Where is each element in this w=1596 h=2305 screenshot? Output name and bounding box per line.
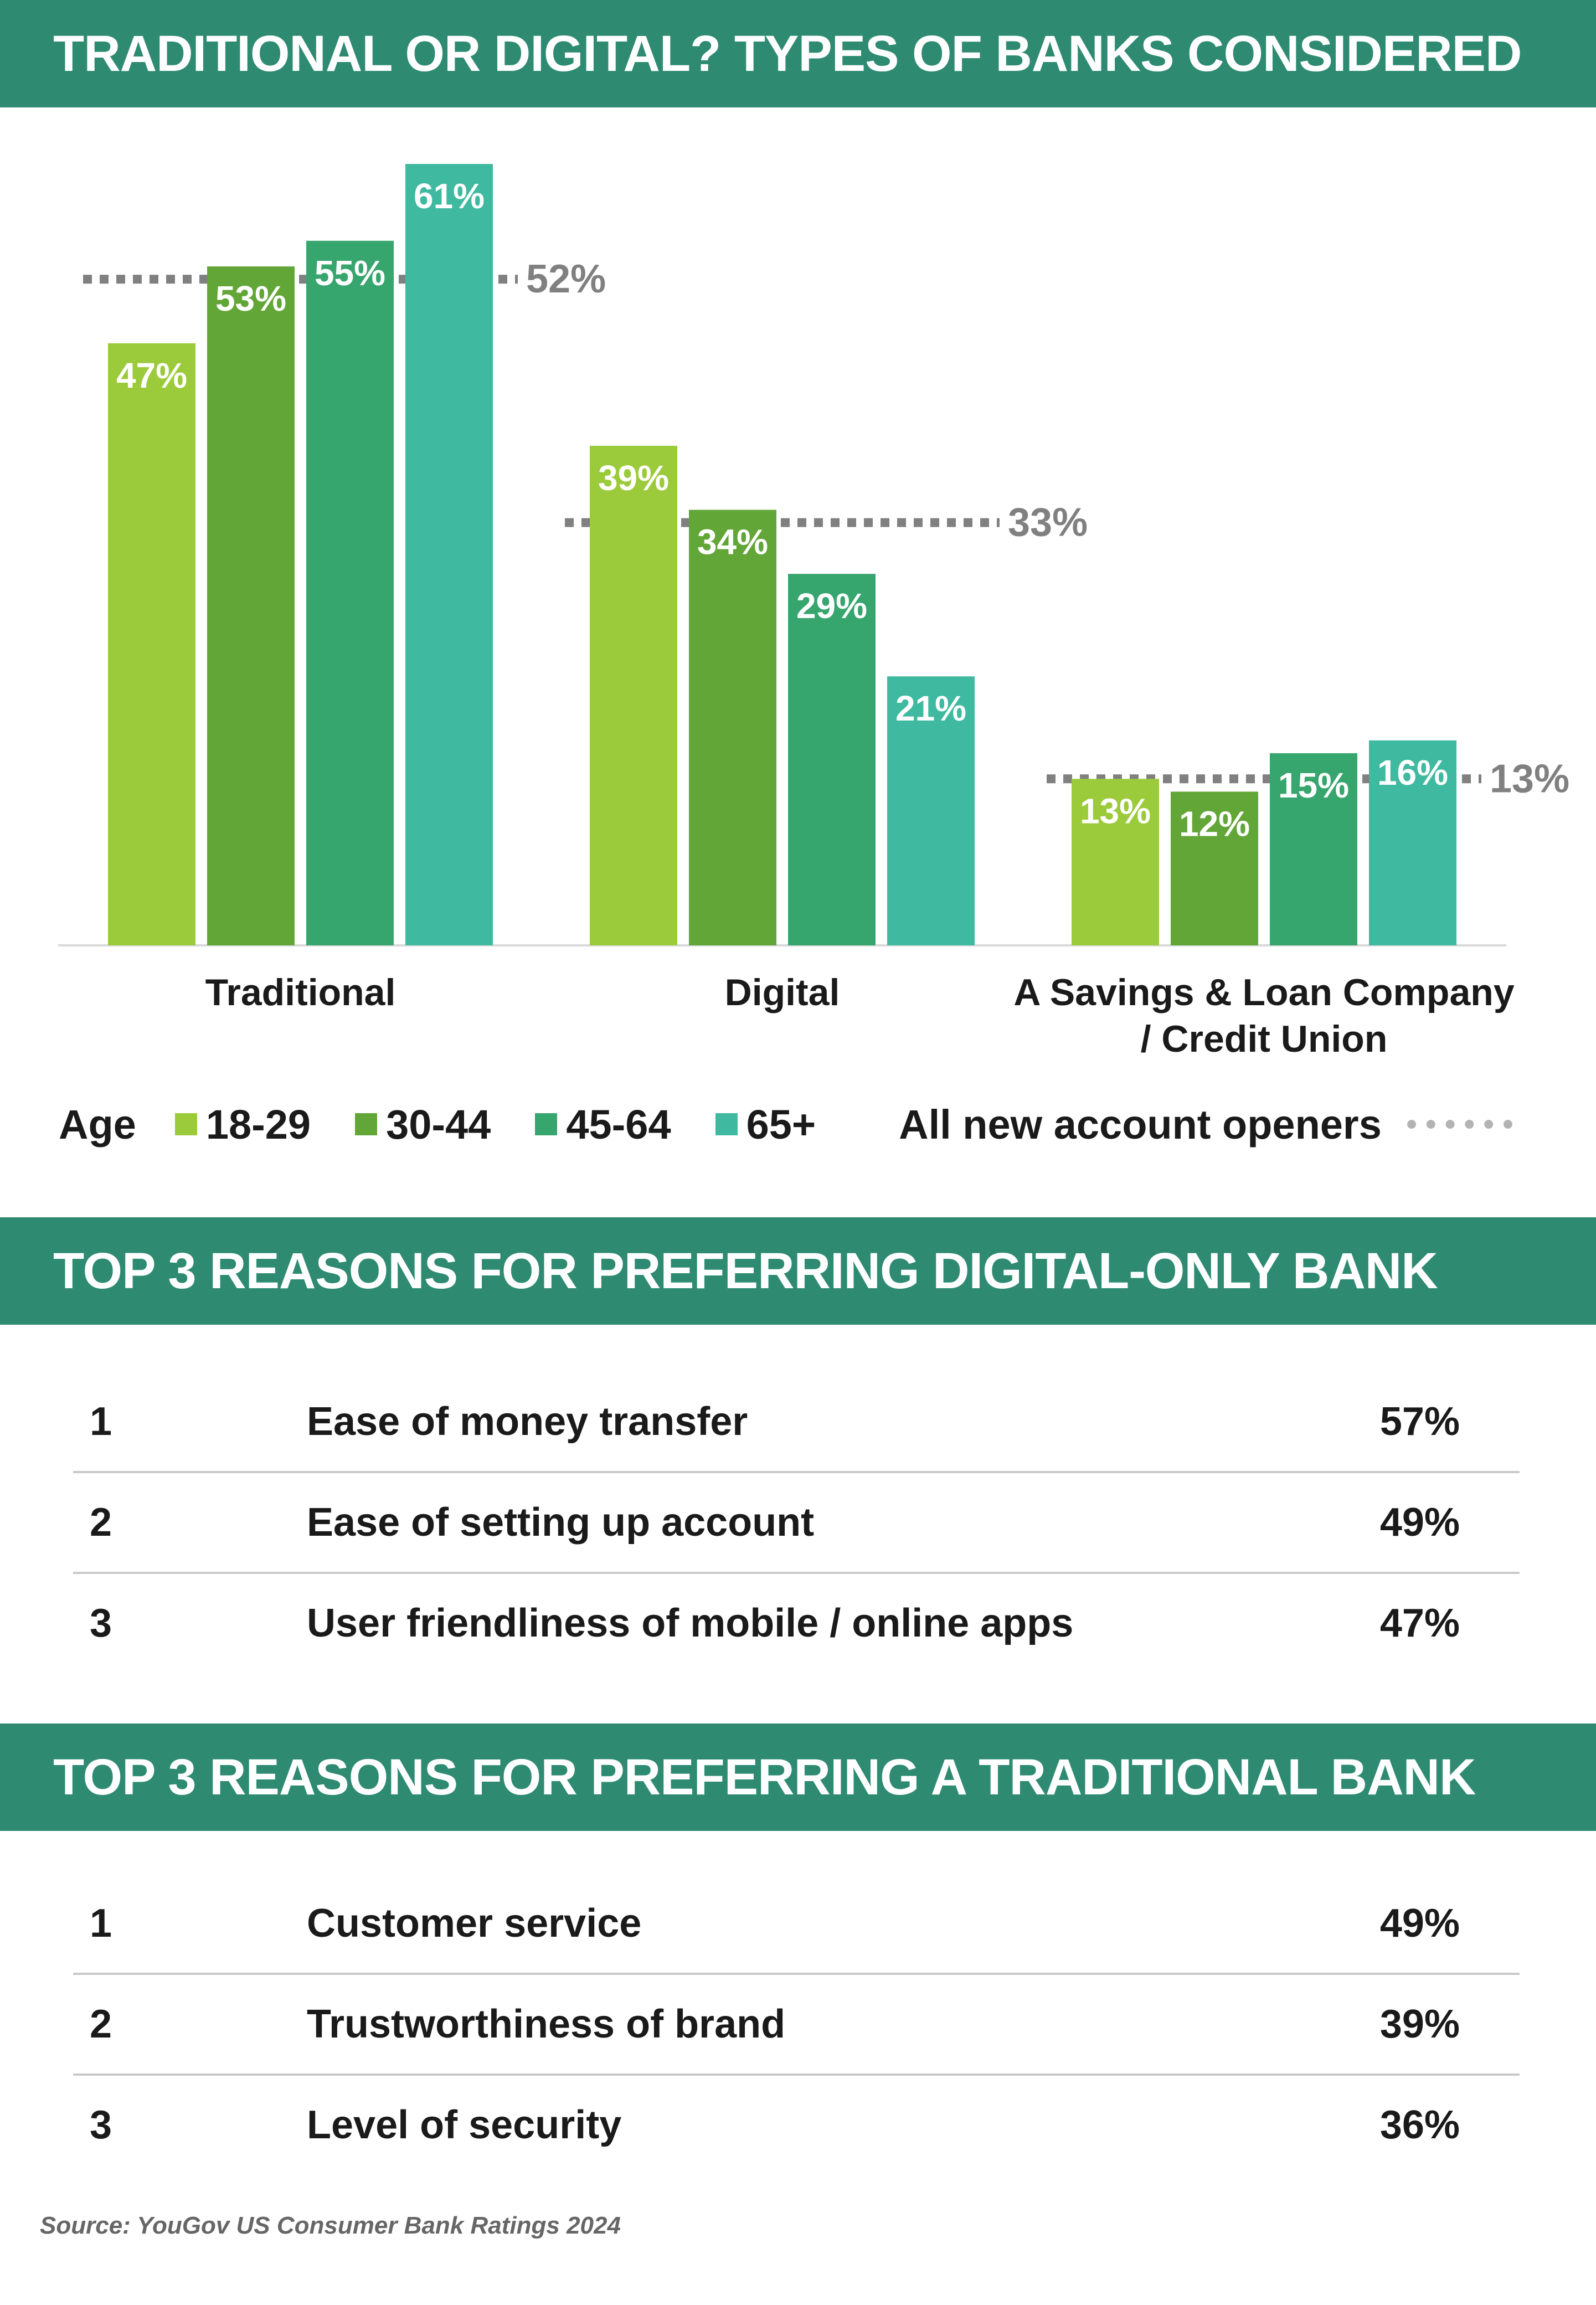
percentage: 39%	[1379, 2002, 1460, 2046]
legend-swatch	[715, 1113, 738, 1135]
table-row: 1 Ease of money transfer 57%	[73, 1372, 1520, 1473]
bar-value-label: 47%	[116, 356, 187, 395]
percentage: 49%	[1379, 1500, 1460, 1545]
rank: 1	[90, 1400, 112, 1444]
bar	[207, 266, 295, 945]
bar-value-label: 16%	[1377, 753, 1448, 793]
bar	[689, 510, 776, 945]
legend-reference-line	[1407, 1120, 1512, 1129]
table-row: 3 Level of security 36%	[73, 2076, 1520, 2174]
legend-swatch	[174, 1113, 197, 1135]
legend-reference-label: All new account openers	[899, 1101, 1382, 1148]
bar-value-label: 61%	[414, 176, 485, 216]
reason: Ease of setting up account	[307, 1500, 815, 1545]
rank: 3	[90, 2103, 112, 2147]
legend-swatch	[355, 1113, 378, 1135]
rank: 2	[90, 2002, 112, 2046]
bar	[887, 676, 975, 945]
bar	[590, 445, 677, 945]
source-note: Source: YouGov US Consumer Bank Ratings …	[40, 2212, 621, 2239]
reason: Ease of money transfer	[307, 1400, 748, 1444]
reason: Trustworthiness of brand	[307, 2002, 786, 2046]
bar	[1369, 740, 1456, 945]
table-row: 1 Customer service 49%	[73, 1874, 1520, 1975]
digital-reasons-title: TOP 3 REASONS FOR PREFERRING DIGITAL-ONL…	[0, 1217, 1596, 1325]
digital-reasons-table: 1 Ease of money transfer 57% 2 Ease of s…	[73, 1372, 1520, 1673]
bar-value-label: 55%	[315, 253, 385, 293]
legend-title: Age	[59, 1101, 136, 1148]
bar	[306, 240, 394, 946]
bar-value-label: 53%	[215, 279, 286, 318]
reference-label: 33%	[1008, 501, 1088, 545]
bar	[1270, 753, 1357, 945]
reason: Customer service	[307, 1901, 642, 1946]
table-row: 3 User friendliness of mobile / online a…	[73, 1574, 1520, 1673]
category-label: Traditional	[205, 971, 396, 1013]
bar	[405, 164, 493, 945]
rank: 2	[90, 1500, 112, 1545]
chart-title: TRADITIONAL OR DIGITAL? TYPES OF BANKS C…	[0, 0, 1596, 107]
reference-label: 52%	[526, 257, 606, 301]
legend-item-45-64: 45-64	[535, 1101, 671, 1148]
bar	[108, 343, 195, 945]
category-label: A Savings & Loan Company / Credit Union	[1013, 971, 1514, 1060]
reference-label: 13%	[1490, 757, 1569, 801]
rank: 1	[90, 1901, 112, 1946]
reason: Level of security	[307, 2103, 622, 2147]
bar-value-label: 12%	[1179, 804, 1250, 843]
traditional-reasons-title: TOP 3 REASONS FOR PREFERRING A TRADITION…	[0, 1723, 1596, 1831]
table-row: 2 Trustworthiness of brand 39%	[73, 1975, 1520, 2076]
bar	[1171, 791, 1258, 945]
legend-item-65-plus: 65+	[715, 1101, 816, 1148]
bar-value-label: 15%	[1278, 765, 1349, 805]
bar-value-label: 39%	[598, 458, 669, 498]
category-label: Digital	[725, 971, 840, 1013]
legend-item-18-29: 18-29	[174, 1101, 311, 1148]
bar	[788, 574, 876, 945]
bar-value-label: 29%	[796, 586, 867, 626]
reason: User friendliness of mobile / online app…	[307, 1601, 1074, 1645]
percentage: 47%	[1379, 1601, 1460, 1645]
rank: 3	[90, 1601, 112, 1645]
table-row: 2 Ease of setting up account 49%	[73, 1473, 1520, 1574]
traditional-reasons-table: 1 Customer service 49% 2 Trustworthiness…	[73, 1874, 1520, 2174]
bar	[1072, 779, 1159, 945]
bar-chart: 52% 47% 53% 55% 61% Traditional 33% 39% 34% 29% 21…	[58, 164, 1569, 1060]
legend: Age 18-29 30-44 45-64 65+ All new accoun…	[59, 1099, 1512, 1149]
percentage: 36%	[1379, 2103, 1460, 2147]
bar-value-label: 13%	[1080, 791, 1151, 831]
percentage: 49%	[1379, 1901, 1460, 1946]
bar-value-label: 21%	[895, 688, 966, 728]
legend-item-30-44: 30-44	[355, 1101, 491, 1148]
bar-value-label: 34%	[697, 522, 768, 562]
percentage: 57%	[1379, 1400, 1460, 1444]
legend-swatch	[535, 1113, 558, 1135]
